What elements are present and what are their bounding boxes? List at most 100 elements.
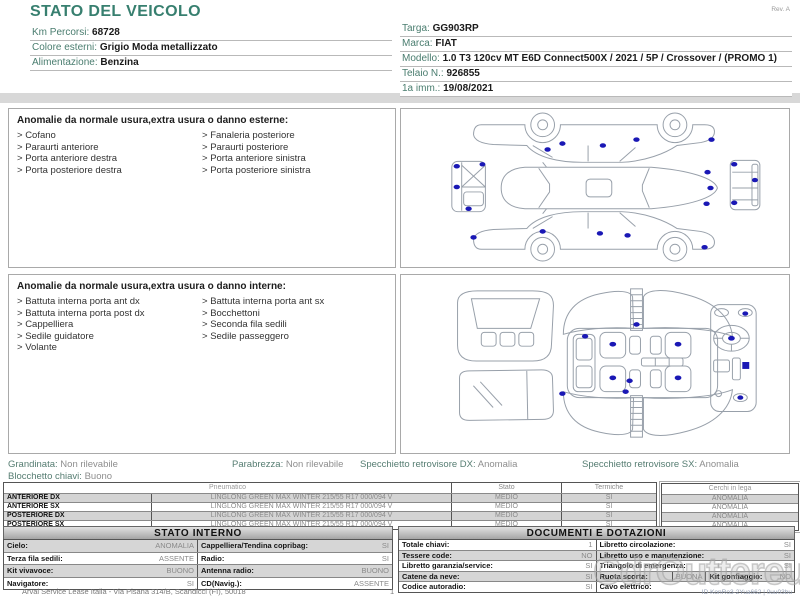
field-km: Km Percorsi: 68728: [30, 26, 392, 41]
interior-anomalies-box: Anomalie da normale usura,extra usura o …: [8, 274, 396, 454]
rims-header: Cerchi in lega: [708, 485, 752, 492]
table-row: Totale chiavi: 1 Libretto circolazione: SI: [399, 540, 794, 550]
anomaly-item: Paraurti anteriore: [17, 142, 202, 154]
anomaly-item: Bocchettoni: [202, 308, 387, 320]
damage-marker: [731, 162, 738, 167]
damage-marker: [581, 334, 589, 339]
car-right-side-view: [473, 112, 715, 163]
damage-marker: [539, 229, 546, 234]
damage-marker: [701, 244, 708, 250]
interior-diagram-box: [400, 274, 790, 454]
table-row: Catene da neve: SI Ruota scorta: BUONA Kit …: [399, 570, 794, 581]
damage-marker: [609, 375, 617, 381]
damage-marker: [544, 147, 551, 152]
table-row: Tessere code: NO Libretto uso e manutenzi…: [399, 549, 794, 560]
rear-window-view: [459, 369, 554, 421]
anomaly-item: Paraurti posteriore: [202, 142, 387, 154]
damage-marker: [708, 137, 715, 142]
damage-marker: [622, 389, 629, 394]
tire-row: POSTERIORE SX LINGLONG GREEN MAX WINTER 2…: [4, 520, 656, 529]
anomaly-item: Battuta interna porta ant dx: [17, 296, 202, 308]
anomaly-item: Battuta interna porta post dx: [17, 308, 202, 320]
anomaly-item: Sedile passeggero: [202, 331, 387, 343]
tire-row: POSTERIORE DX LINGLONG GREEN MAX WINTER 2…: [4, 511, 656, 520]
documenti-header: DOCUMENTI E DOTAZIONI: [398, 526, 795, 539]
status-specchietto-sx: Specchietto retrovisore SX: Anomalia: [582, 459, 739, 470]
damage-marker: [704, 169, 711, 175]
damage-marker: [470, 235, 477, 240]
damage-marker: [465, 206, 472, 211]
damage-marker: [674, 341, 682, 347]
damage-marker: [559, 141, 566, 146]
exterior-anomalies-title: Anomalie da normale usura,extra usura o …: [17, 115, 289, 126]
field-prima-imm: 1a imm.: 19/08/2021: [400, 82, 792, 97]
vehicle-info-right: Targa: GG903RP Marca: FIAT Modello: 1.0 …: [400, 22, 792, 97]
watermark: CdrOuttereu: [592, 550, 800, 594]
table-row: Kit vivavoce: BUONO Antenna radio: BUONO: [4, 564, 392, 577]
anomaly-item: Porta anteriore destra: [17, 153, 202, 165]
rim-row: ANOMALIA: [662, 503, 798, 512]
rim-row: ANOMALIA: [662, 494, 798, 503]
damage-marker: [599, 143, 607, 148]
anomaly-item: Cofano: [17, 130, 202, 142]
stato-interno-header: STATO INTERNO: [3, 526, 393, 539]
damage-marker: [624, 233, 631, 238]
car-interior-diagram: [457, 288, 757, 438]
damage-marker: [453, 184, 460, 190]
section-divider-bar: [0, 93, 800, 103]
field-modello: Modello: 1.0 T3 120cv MT E6D Connect500X…: [400, 52, 792, 67]
tire-table-header: Pneumatico Stato Termiche: [4, 483, 656, 493]
damage-marker: [703, 201, 710, 207]
damage-marker: [596, 231, 604, 236]
tire-table: Pneumatico Stato Termiche ANTERIORE DX LI…: [3, 482, 657, 530]
damage-marker: [751, 177, 758, 183]
damage-marker: [609, 341, 617, 347]
damage-marker: [674, 375, 682, 381]
car-left-side-view: [470, 211, 715, 262]
status-specchietto-dx: Specchietto retrovisore DX: Anomalia: [360, 459, 518, 470]
damage-marker: [479, 162, 486, 167]
damage-marker: [633, 322, 640, 327]
tire-row: ANTERIORE SX LINGLONG GREEN MAX WINTER 21…: [4, 502, 656, 511]
field-colore: Colore esterni: Grigio Moda metallizzato: [30, 41, 392, 56]
field-telaio: Telaio N.: 926855: [400, 67, 792, 82]
field-alimentazione: Alimentazione: Benzina: [30, 56, 392, 71]
status-grandinata: Grandinata: Non rilevabile: [8, 459, 118, 470]
anomaly-item: Porta posteriore destra: [17, 165, 202, 177]
documenti-table: DOCUMENTI E DOTAZIONI Totale chiavi: 1 Li…: [398, 526, 795, 593]
damage-marker: [707, 185, 714, 191]
damage-marker: [731, 200, 738, 206]
car-rear-view: [729, 159, 761, 211]
cabin-view: [559, 288, 734, 438]
trunk-view: [457, 290, 554, 362]
anomaly-item: Volante: [17, 342, 202, 354]
table-row: Terza fila sedili: ASSENTE Radio: SI: [4, 551, 392, 564]
exterior-anomalies-box: Anomalie da normale usura,extra usura o …: [8, 108, 396, 268]
stato-interno-table: STATO INTERNO Cielo: ANOMALIA Cappelliera…: [3, 526, 393, 590]
anomaly-item: Cappelliera: [17, 319, 202, 331]
anomaly-item: Fanaleria posteriore: [202, 130, 387, 142]
damage-marker: [559, 391, 566, 396]
car-exterior-diagram: [451, 112, 761, 262]
damage-marker: [742, 311, 749, 316]
car-front-view: [451, 160, 486, 213]
vehicle-info-left: Km Percorsi: 68728 Colore esterni: Grigi…: [30, 26, 392, 71]
table-row: Codice autoradio: SI Cavo elettrico:: [399, 581, 794, 592]
table-row: Cielo: ANOMALIA Cappelliera/Tendina copri…: [4, 540, 392, 552]
damage-marker: [737, 395, 744, 400]
rim-row: ANOMALIA: [662, 521, 798, 530]
footer-company: Arval Service Lease Italia - Via Pisana …: [22, 587, 246, 596]
anomaly-item: Porta anteriore sinistra: [202, 153, 387, 165]
status-parabrezza: Parabrezza: Non rilevabile: [232, 459, 344, 470]
tire-row: ANTERIORE DX LINGLONG GREEN MAX WINTER 21…: [4, 493, 656, 502]
car-top-view: [500, 162, 718, 214]
damage-marker: [633, 137, 640, 142]
footer-document-id: ID KonRo3-2Yua662 | 0uu03bu: [701, 589, 792, 596]
exterior-diagram-box: [400, 108, 790, 268]
table-row: Libretto garanzia/service: SI Triangolo d…: [399, 560, 794, 571]
table-row: Navigatore: SI CD(Navig.): ASSENTE: [4, 576, 392, 589]
damage-marker: [453, 163, 460, 169]
page-title: STATO DEL VEICOLO: [30, 3, 201, 20]
field-marca: Marca: FIAT: [400, 37, 792, 52]
